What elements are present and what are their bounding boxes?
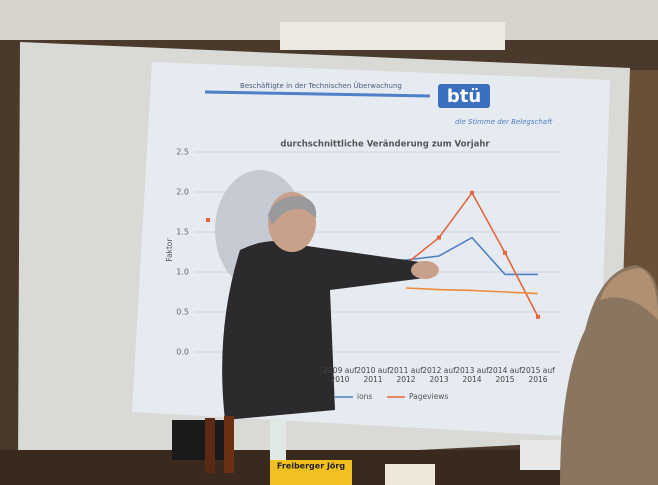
y-tick-label: 2.5: [176, 148, 189, 157]
photo: Beschäftigte in der Technischen Überwach…: [0, 0, 658, 485]
marker: [536, 315, 540, 319]
marker: [206, 218, 210, 222]
chart-title: durchschnittliche Veränderung zum Vorjah…: [280, 140, 490, 150]
marker: [470, 191, 474, 195]
logo: btü: [447, 86, 481, 107]
hand: [411, 261, 439, 279]
tagline: die Stimme der Belegschaft: [455, 118, 553, 126]
y-tick-label: 1.5: [176, 228, 189, 237]
y-tick-label: 2.0: [176, 188, 189, 197]
x-tick-label: 2015 auf 2016: [520, 366, 556, 384]
legend-label: ions: [357, 392, 372, 401]
x-tick-label: 2010 auf 2011: [355, 366, 391, 384]
bottle: [205, 418, 215, 473]
legend-label: Pageviews: [409, 392, 448, 401]
y-axis-label: Faktor: [165, 237, 174, 261]
y-tick-label: 0.5: [176, 308, 189, 317]
x-tick-label: 2011 auf 2012: [388, 366, 424, 384]
bottle: [270, 418, 286, 464]
ceiling-light: [280, 22, 505, 50]
x-tick-label: 2014 auf 2015: [487, 366, 523, 384]
marker: [503, 251, 507, 255]
marker: [437, 236, 441, 240]
page: {"slide": {"header": "Beschäftigte in de…: [0, 0, 658, 485]
laptop: [172, 420, 232, 460]
name-tag-text: Freiberger Jörg: [277, 462, 345, 471]
bottle: [224, 416, 234, 473]
x-tick-label: 2013 auf 2014: [454, 366, 490, 384]
box: [385, 464, 435, 485]
x-tick-label: 2009 auf 2010: [322, 366, 358, 384]
y-tick-label: 0.0: [176, 348, 189, 357]
slide-header: Beschäftigte in der Technischen Überwach…: [240, 81, 402, 90]
x-tick-label: 2012 auf 2013: [421, 366, 457, 384]
y-tick-label: 1.0: [176, 268, 189, 277]
